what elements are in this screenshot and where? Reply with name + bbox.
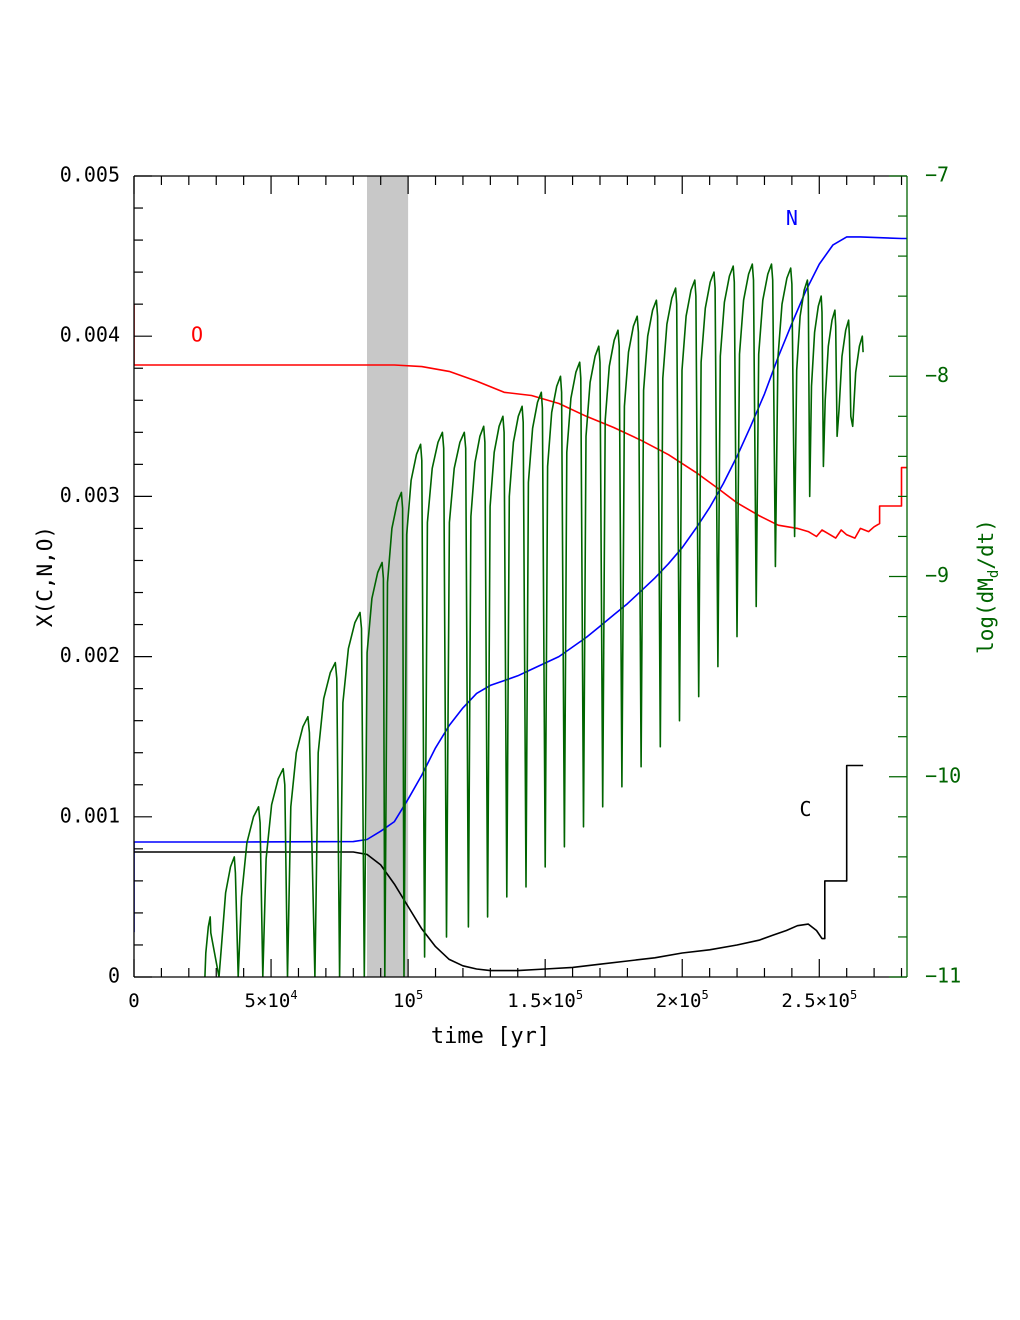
y-right-tick-label: −7 [925, 163, 949, 187]
y-right-axis-label: log(dMd/dt) [974, 519, 1002, 654]
x-axis-label: time [yr] [431, 1024, 550, 1049]
series-layer [134, 236, 907, 977]
series-label-o: O [191, 323, 203, 347]
y-left-axis-label: X(C,N,O) [33, 526, 57, 627]
x-tick-label: 105 [393, 988, 423, 1012]
y-left-tick-label: 0.001 [60, 803, 120, 827]
y-left-tick-label: 0.003 [60, 483, 120, 507]
labels-layer: O N C 0 5×104 105 1.5×105 2×105 2.5×105 0 0.001 0.0… [33, 163, 1002, 1050]
series-label-c: C [800, 797, 812, 821]
y-left-tick-label: 0.005 [60, 163, 120, 187]
x-tick-label: 0 [128, 990, 139, 1012]
x-tick-label: 5×104 [245, 988, 298, 1012]
x-tick-label: 2.5×105 [781, 988, 857, 1012]
x-tick-label: 1.5×105 [507, 988, 583, 1012]
y-left-tick-label: 0.002 [60, 643, 120, 667]
y-left-tick-label: 0 [108, 964, 120, 988]
series-line-mass-loss-rate [202, 263, 864, 977]
axes-layer [133, 175, 908, 978]
y-right-tick-label: −8 [925, 363, 949, 387]
y-right-tick-label: −9 [925, 563, 949, 587]
series-line-o [134, 304, 907, 539]
series-label-n: N [786, 206, 798, 230]
y-right-tick-label: −10 [925, 763, 961, 787]
y-right-tick-label: −11 [925, 964, 961, 988]
series-line-c [134, 764, 864, 972]
y-left-tick-label: 0.004 [60, 323, 120, 347]
x-tick-label: 2×105 [656, 988, 709, 1012]
